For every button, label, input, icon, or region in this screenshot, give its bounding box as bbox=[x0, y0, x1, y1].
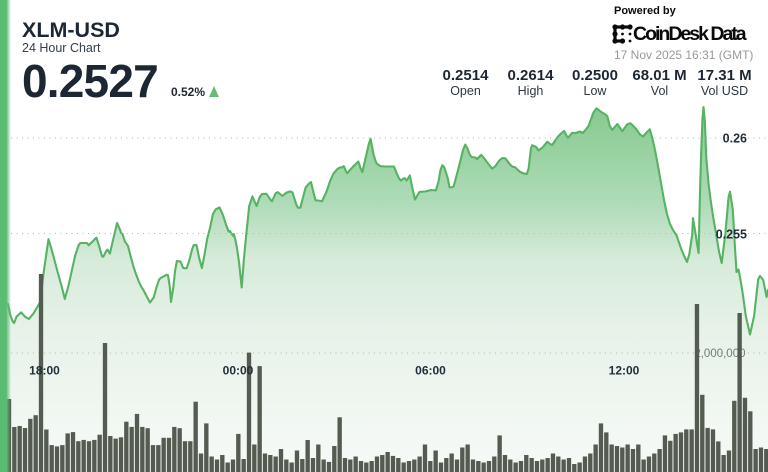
svg-text:00:00: 00:00 bbox=[223, 364, 254, 378]
svg-text:2,000,000: 2,000,000 bbox=[694, 348, 745, 360]
svg-text:0.26: 0.26 bbox=[723, 132, 747, 146]
svg-text:12:00: 12:00 bbox=[609, 364, 640, 378]
svg-text:06:00: 06:00 bbox=[415, 364, 446, 378]
svg-text:18:00: 18:00 bbox=[29, 364, 60, 378]
svg-text:0.255: 0.255 bbox=[716, 227, 747, 241]
